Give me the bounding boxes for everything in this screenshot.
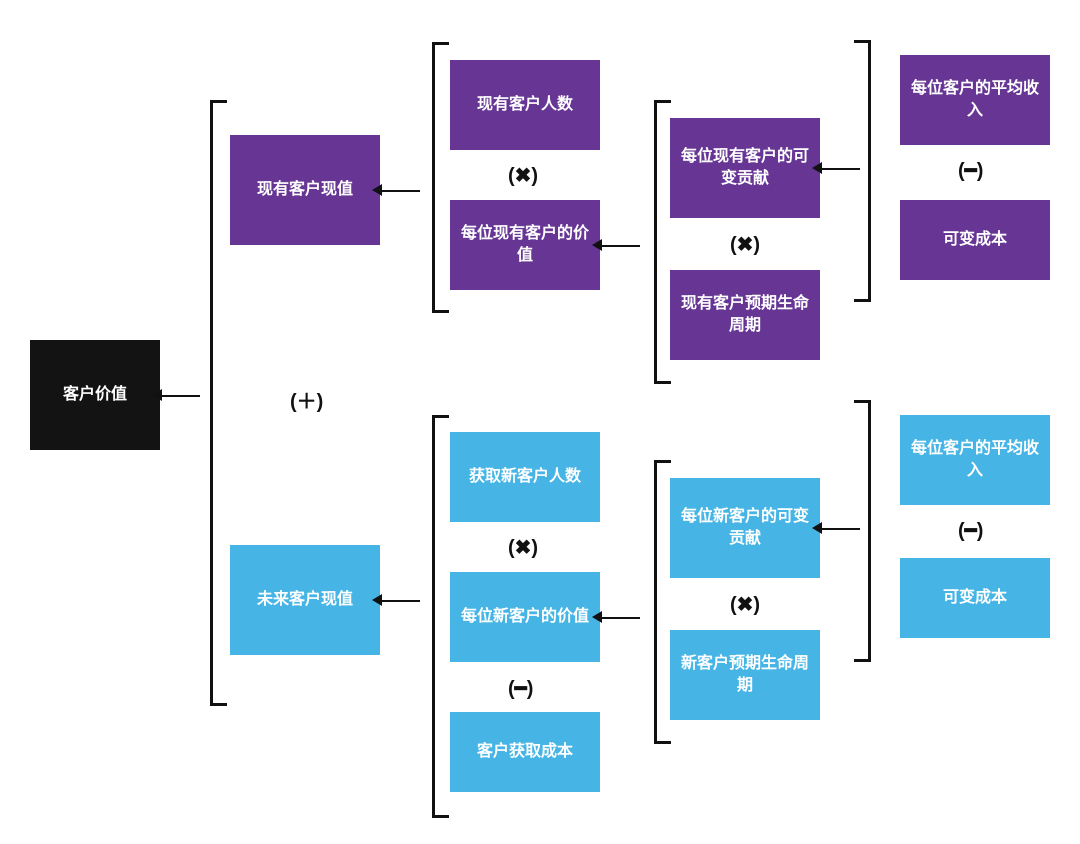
node-p_d: 现有客户预期生命周期 — [670, 270, 820, 360]
node-b_b: 每位新客户的价值 — [450, 572, 600, 662]
node-root: 客户价值 — [30, 340, 160, 450]
bracket-0 — [210, 100, 227, 706]
bracket-4 — [654, 460, 671, 744]
node-b_c: 每位新客户的可变贡献 — [670, 478, 820, 578]
edge-into-root — [162, 395, 200, 397]
bracket-5 — [854, 40, 871, 302]
node-p_a: 现有客户人数 — [450, 60, 600, 150]
edge-into-p_b — [602, 245, 640, 247]
operator-times-1: (✖) — [508, 163, 538, 188]
edge-into-b_l1 — [382, 600, 420, 602]
bracket-1 — [432, 42, 449, 313]
node-b_a: 获取新客户人数 — [450, 432, 600, 522]
node-p_b: 每位现有客户的价值 — [450, 200, 600, 290]
arrowhead-into-b_c — [812, 522, 822, 534]
node-p_c: 每位现有客户的可变贡献 — [670, 118, 820, 218]
node-p_f: 可变成本 — [900, 200, 1050, 280]
arrowhead-into-root — [152, 389, 162, 401]
node-p_l1: 现有客户现值 — [230, 135, 380, 245]
bracket-6 — [854, 400, 871, 662]
operator-times-4: (✖) — [730, 232, 760, 257]
arrowhead-into-p_l1 — [372, 184, 382, 196]
operator-times-5: (✖) — [730, 592, 760, 617]
arrowhead-into-p_b — [592, 239, 602, 251]
diagram-canvas: 客户价值现有客户现值现有客户人数每位现有客户的价值每位现有客户的可变贡献现有客户… — [0, 0, 1080, 844]
arrowhead-into-b_b — [592, 611, 602, 623]
node-b_f: 可变成本 — [900, 558, 1050, 638]
node-p_e: 每位客户的平均收入 — [900, 55, 1050, 145]
node-b_g: 客户获取成本 — [450, 712, 600, 792]
operator-plus-0: (＋) — [290, 385, 323, 414]
operator-minus-6: (━) — [958, 158, 983, 183]
arrowhead-into-b_l1 — [372, 594, 382, 606]
edge-into-p_l1 — [382, 190, 420, 192]
node-b_d: 新客户预期生命周期 — [670, 630, 820, 720]
node-b_e: 每位客户的平均收入 — [900, 415, 1050, 505]
operator-minus-7: (━) — [958, 518, 983, 543]
bracket-2 — [432, 415, 449, 818]
arrowhead-into-p_c — [812, 162, 822, 174]
edge-into-b_b — [602, 617, 640, 619]
bracket-3 — [654, 100, 671, 384]
operator-times-2: (✖) — [508, 535, 538, 560]
operator-minus-3: (━) — [508, 676, 533, 701]
node-b_l1: 未来客户现值 — [230, 545, 380, 655]
